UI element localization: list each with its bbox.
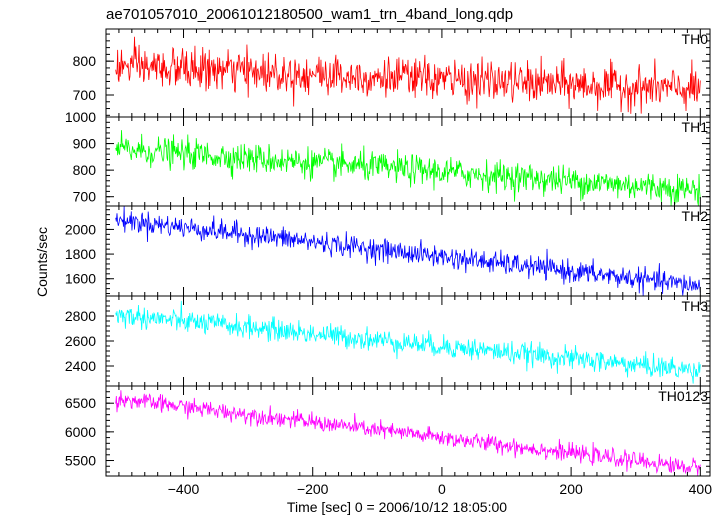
x-tick-label: 0 (438, 481, 446, 497)
y-tick-label: 2800 (65, 308, 96, 324)
x-tick-label: 400 (689, 481, 713, 497)
y-tick-label: 2600 (65, 333, 96, 349)
y-tick-label: 2000 (65, 221, 96, 237)
series-line-th3 (115, 300, 701, 384)
y-axis-label: Counts/sec (34, 227, 50, 297)
y-tick-label: 700 (73, 189, 97, 205)
series-label-th3: TH3 (682, 298, 709, 314)
panel-th2: 1600 1800 2000 TH2 (65, 205, 711, 297)
y-tick-label: 900 (73, 136, 97, 152)
panel-th3: 2400 2600 2800 TH3 (65, 295, 711, 387)
panel-frame (105, 116, 711, 207)
chart-title: ae701057010_20061012180500_wam1_trn_4ban… (106, 6, 513, 23)
y-tick-label: 2400 (65, 358, 96, 374)
panel-th0123: 5500 6000 6500 TH0123 (65, 385, 711, 477)
y-tick-label: 5500 (65, 453, 96, 469)
series-label-th0123: TH0123 (658, 388, 708, 404)
y-tick-label: 1000 (65, 109, 96, 125)
series-line-th0 (115, 36, 701, 114)
series-line-th0123 (115, 390, 701, 476)
series-line-th2 (115, 206, 701, 296)
y-tick-label: 700 (73, 87, 97, 103)
panel-th0: 700 800 TH0 (73, 28, 711, 118)
y-tick-label: 6000 (65, 424, 96, 440)
y-tick-label: 800 (73, 162, 97, 178)
y-tick-label: 1800 (65, 246, 96, 262)
series-label-th2: TH2 (682, 208, 709, 224)
x-axis-label: Time [sec] 0 = 2006/10/12 18:05:00 (287, 499, 507, 515)
series-label-th0: TH0 (682, 31, 709, 47)
x-tick-label: −400 (168, 481, 200, 497)
x-tick-label: 200 (559, 481, 583, 497)
y-tick-label: 800 (73, 53, 97, 69)
panels: 700800TH07008009001000TH1160018002000TH2… (65, 28, 713, 497)
series-label-th1: TH1 (682, 119, 709, 135)
panel-frame (105, 385, 711, 477)
y-tick-label: 1600 (65, 271, 96, 287)
x-tick-label: −200 (297, 481, 329, 497)
y-tick-label: 6500 (65, 395, 96, 411)
panel-th1: 700 800 900 1000 TH1 (65, 109, 711, 207)
series-line-th1 (115, 130, 701, 206)
